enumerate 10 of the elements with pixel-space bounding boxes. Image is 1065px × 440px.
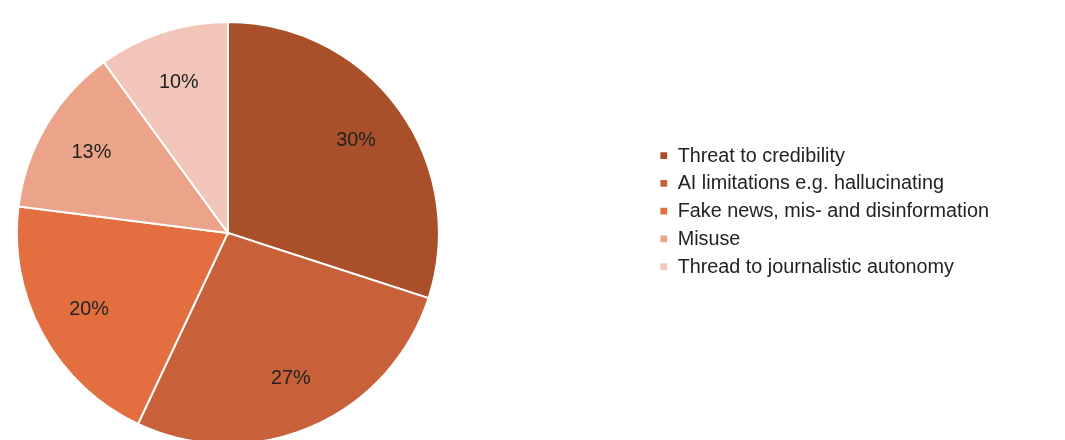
legend-label: Fake news, mis- and disinformation xyxy=(677,199,990,222)
legend-label: Threat to credibility xyxy=(677,143,845,166)
data-label: 13% xyxy=(71,140,112,163)
data-label: 30% xyxy=(336,127,376,150)
data-label: 10% xyxy=(159,70,199,93)
data-label: 27% xyxy=(271,366,311,389)
legend-label: AI limitations e.g. hallucinating xyxy=(677,171,944,194)
legend-label: Thread to journalistic autonomy xyxy=(677,254,954,277)
legend-label: Misuse xyxy=(677,226,741,249)
data-label: 20% xyxy=(69,297,109,320)
